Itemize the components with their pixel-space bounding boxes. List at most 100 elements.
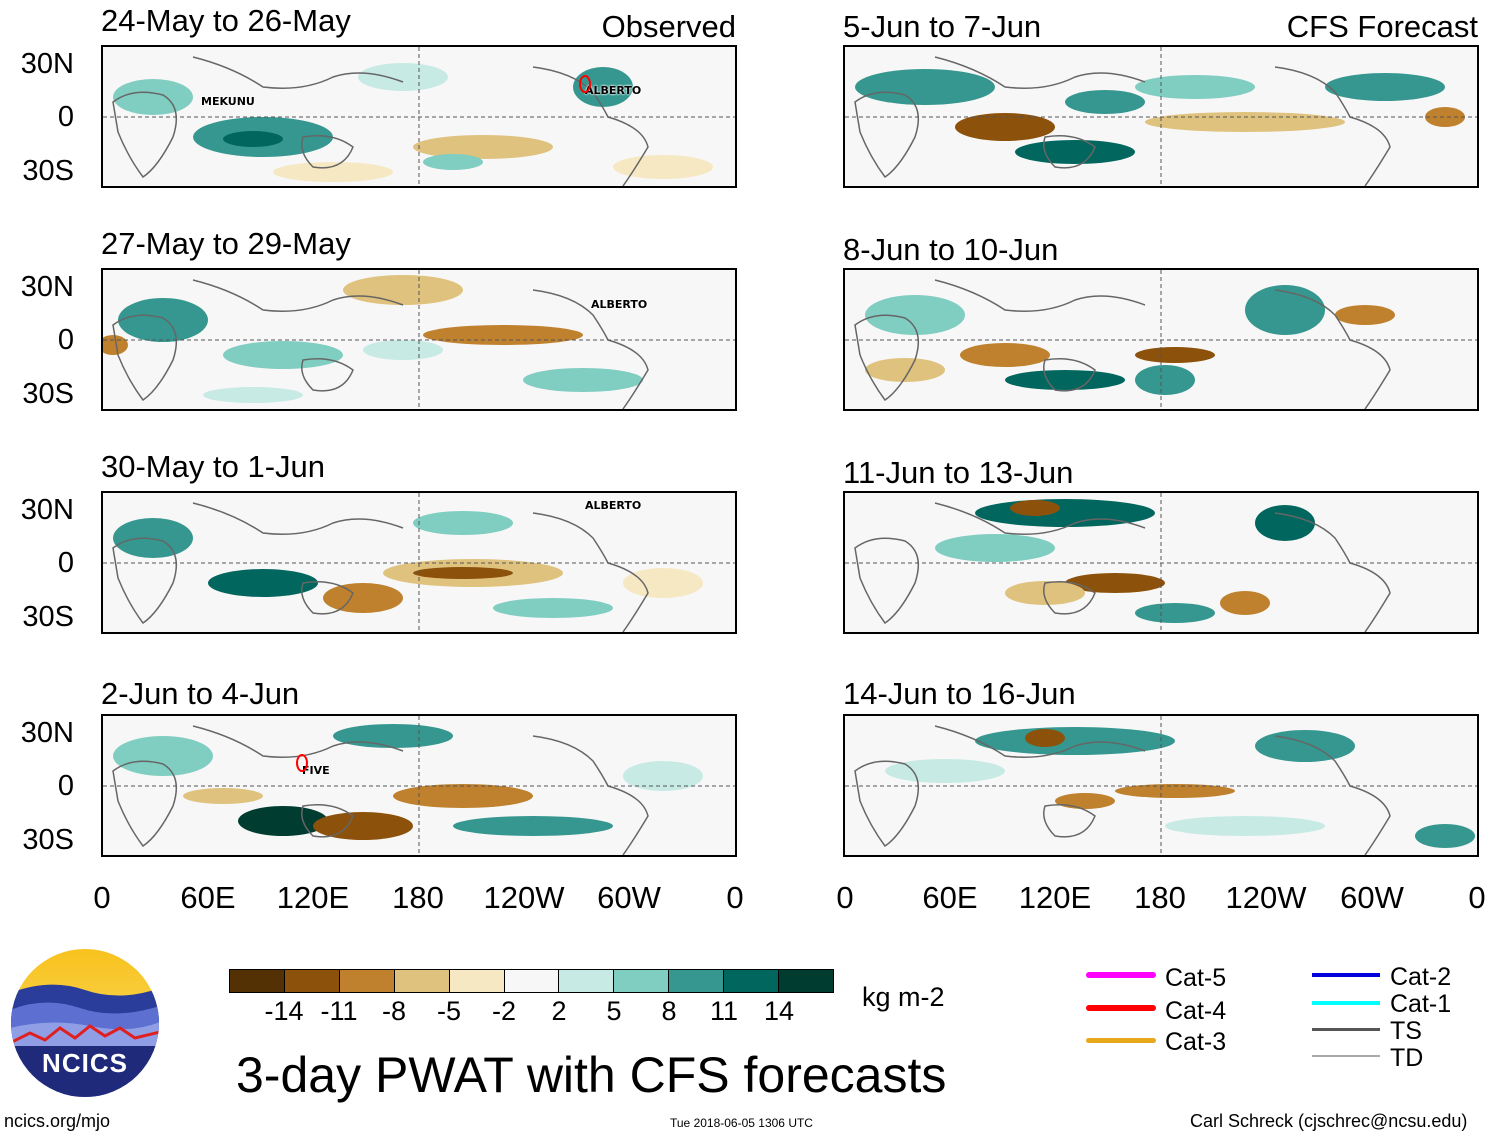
main-title: 3-day PWAT with CFS forecasts bbox=[236, 1047, 947, 1103]
pwat-field bbox=[845, 47, 1477, 186]
legend-swatch-cat1 bbox=[1312, 1001, 1380, 1005]
legend-label-cat2: Cat-2 bbox=[1390, 963, 1452, 991]
observed-map-1[interactable]: MEKUNU ALBERTO bbox=[101, 45, 737, 188]
lon-label: 180 bbox=[392, 880, 444, 915]
lat-label-0: 0 bbox=[57, 770, 74, 802]
legend-swatch-td bbox=[1312, 1055, 1380, 1057]
colorbar-tick: -11 bbox=[320, 996, 358, 1026]
footer-timestamp: Tue 2018-06-05 1306 UTC bbox=[670, 1116, 813, 1130]
legend-label-td: TD bbox=[1390, 1044, 1424, 1072]
panel-title: 30-May to 1-Jun bbox=[101, 449, 325, 484]
legend-swatch-ts bbox=[1312, 1028, 1380, 1031]
lat-label-30s: 30S bbox=[22, 155, 74, 187]
colorbar-swatch bbox=[284, 970, 340, 992]
lon-label: 120W bbox=[1225, 880, 1307, 915]
panel-title: 5-Jun to 7-Jun bbox=[843, 9, 1042, 44]
legend-label-cat5: Cat-5 bbox=[1165, 964, 1227, 992]
footer-url[interactable]: ncics.org/mjo bbox=[4, 1111, 111, 1131]
pwat-field bbox=[845, 493, 1477, 632]
legend-label-ts: TS bbox=[1390, 1017, 1422, 1045]
lat-label-0: 0 bbox=[57, 547, 74, 579]
lon-label: 120E bbox=[1018, 880, 1092, 915]
panel-title: 14-Jun to 16-Jun bbox=[843, 676, 1076, 711]
pwat-field bbox=[103, 47, 735, 186]
storm-track-icon bbox=[579, 75, 591, 93]
lon-label: 0 bbox=[836, 880, 854, 915]
storm-label-five: FIVE bbox=[302, 764, 330, 777]
forecast-map-2[interactable] bbox=[843, 268, 1479, 411]
lon-label: 60W bbox=[1340, 880, 1404, 915]
colorbar-swatch bbox=[559, 970, 615, 992]
lon-label: 0 bbox=[726, 880, 744, 915]
lon-label: 120W bbox=[483, 880, 565, 915]
pwat-field bbox=[845, 270, 1477, 409]
pwat-field bbox=[103, 493, 735, 632]
panel-title: 8-Jun to 10-Jun bbox=[843, 232, 1059, 267]
colorbar-tick: 5 bbox=[606, 996, 622, 1026]
logo-text: NCICS bbox=[42, 1048, 128, 1078]
lat-label-30n: 30N bbox=[20, 717, 74, 749]
lon-label: 0 bbox=[1468, 880, 1486, 915]
lat-label-0: 0 bbox=[57, 101, 74, 133]
lat-label-30s: 30S bbox=[22, 378, 74, 410]
lon-label: 60E bbox=[180, 880, 236, 915]
observed-map-4[interactable]: FIVE bbox=[101, 714, 737, 857]
lon-label: 60E bbox=[922, 880, 978, 915]
forecast-map-1[interactable] bbox=[843, 45, 1479, 188]
lon-label: 60W bbox=[597, 880, 661, 915]
ncics-logo[interactable]: NCICS bbox=[10, 948, 160, 1098]
storm-label-mekunu: MEKUNU bbox=[201, 95, 255, 108]
panel-title: 24-May to 26-May bbox=[101, 3, 351, 38]
lat-label-30n: 30N bbox=[20, 271, 74, 303]
pwat-field bbox=[845, 716, 1477, 855]
pwat-field bbox=[103, 270, 735, 409]
colorbar bbox=[229, 969, 834, 993]
lon-label: 180 bbox=[1134, 880, 1186, 915]
lat-label-30s: 30S bbox=[22, 601, 74, 633]
colorbar-swatch bbox=[449, 970, 505, 992]
colorbar-swatch bbox=[614, 970, 670, 992]
footer-author: Carl Schreck (cjschrec@ncsu.edu) bbox=[1190, 1111, 1468, 1131]
legend-swatch-cat4 bbox=[1086, 1005, 1156, 1011]
panel-title: 27-May to 29-May bbox=[101, 226, 351, 261]
colorbar-swatch bbox=[230, 970, 285, 992]
legend-swatch-cat5 bbox=[1086, 972, 1156, 978]
observed-label: Observed bbox=[601, 9, 736, 44]
lat-label-30n: 30N bbox=[20, 494, 74, 526]
colorbar-swatch bbox=[724, 970, 780, 992]
lat-label-0: 0 bbox=[57, 324, 74, 356]
legend-label-cat1: Cat-1 bbox=[1390, 990, 1452, 1018]
colorbar-tick: 14 bbox=[763, 996, 795, 1026]
ncics-logo-icon bbox=[11, 949, 159, 1097]
storm-track-icon bbox=[296, 754, 308, 772]
colorbar-swatch bbox=[504, 970, 560, 992]
legend-swatch-cat3 bbox=[1086, 1038, 1156, 1043]
legend-label-cat3: Cat-3 bbox=[1165, 1028, 1227, 1056]
lat-label-30n: 30N bbox=[20, 48, 74, 80]
panel-title: 11-Jun to 13-Jun bbox=[843, 455, 1074, 490]
observed-map-2[interactable]: ALBERTO bbox=[101, 268, 737, 411]
colorbar-tick: 8 bbox=[661, 996, 677, 1026]
observed-map-3[interactable]: ALBERTO bbox=[101, 491, 737, 634]
forecast-map-4[interactable] bbox=[843, 714, 1479, 857]
colorbar-tick: -5 bbox=[436, 996, 462, 1026]
colorbar-swatch bbox=[394, 970, 450, 992]
colorbar-tick: -8 bbox=[381, 996, 407, 1026]
colorbar-tick: -2 bbox=[491, 996, 517, 1026]
colorbar-swatch bbox=[669, 970, 725, 992]
panel-title: 2-Jun to 4-Jun bbox=[101, 676, 300, 711]
colorbar-tick: 11 bbox=[709, 996, 739, 1026]
colorbar-unit: kg m-2 bbox=[862, 982, 945, 1012]
legend-swatch-cat2 bbox=[1312, 973, 1380, 977]
colorbar-swatch bbox=[779, 970, 833, 992]
colorbar-tick: 2 bbox=[551, 996, 567, 1026]
pwat-field bbox=[103, 716, 735, 855]
forecast-map-3[interactable] bbox=[843, 491, 1479, 634]
lon-label: 0 bbox=[93, 880, 111, 915]
colorbar-tick: -14 bbox=[264, 996, 304, 1026]
storm-label-alberto: ALBERTO bbox=[585, 84, 642, 97]
colorbar-swatch bbox=[339, 970, 395, 992]
lat-label-30s: 30S bbox=[22, 824, 74, 856]
storm-label-alberto: ALBERTO bbox=[591, 298, 648, 311]
cfs-forecast-label: CFS Forecast bbox=[1286, 9, 1478, 44]
